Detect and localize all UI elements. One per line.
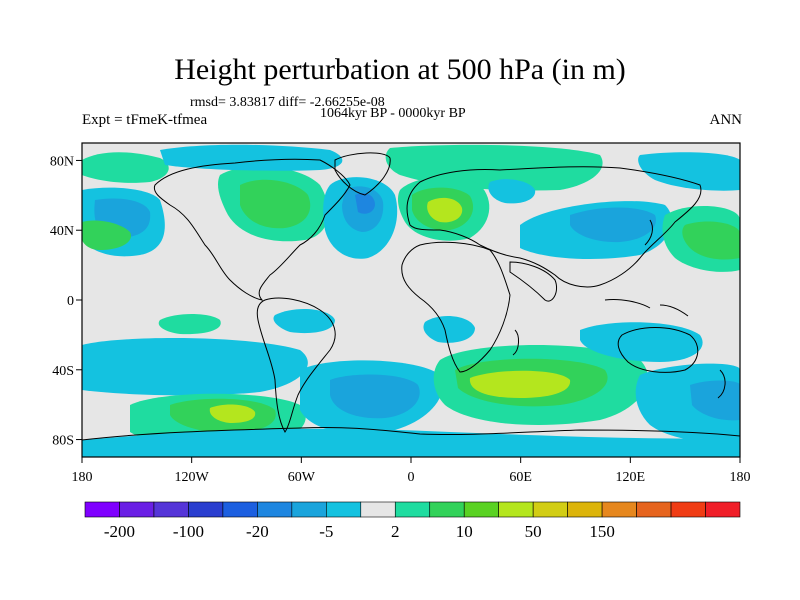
colorbar-swatch (360, 501, 396, 518)
anomaly-tropical-atlantic-e (423, 316, 475, 343)
colorbar-label: 50 (525, 522, 542, 541)
anomaly-south-pacific-green-core (209, 404, 256, 423)
colorbar-swatch (532, 501, 568, 518)
colorbar-swatch (601, 501, 637, 518)
y-tick-label: 40N (50, 224, 74, 239)
anomaly-europe-core (427, 197, 463, 223)
y-tick-label: 40S (52, 364, 74, 379)
date-range: 1064kyr BP - 0000kyr BP (320, 106, 466, 121)
colorbar-swatch (84, 501, 120, 518)
coast-africa (401, 241, 511, 373)
colorbar-swatch (429, 501, 465, 518)
colorbar-swatch (222, 501, 258, 518)
anomaly-arctic-negative (160, 144, 343, 171)
y-axis: 80N 40N 0 40S 80S (50, 154, 82, 449)
y-tick-label: 0 (67, 294, 74, 309)
anomaly-tropical-atlantic-w (273, 308, 335, 334)
colorbar-swatch (188, 501, 224, 518)
colorbar-swatch (326, 501, 362, 518)
colorbar-swatch (394, 501, 431, 518)
x-tick-label: 180 (730, 470, 751, 485)
anomaly-north-america-inner (240, 179, 311, 229)
coast-antarctica (82, 426, 740, 441)
colorbar-swatch (463, 501, 499, 518)
colorbar-label: 2 (391, 522, 400, 541)
x-tick-label: 60E (509, 470, 532, 485)
colorbar-swatch (498, 501, 534, 518)
colorbar-label: -20 (246, 522, 269, 541)
colorbar-swatch (153, 501, 189, 518)
coast-madagascar (512, 329, 519, 356)
colorbar-swatch (567, 501, 603, 518)
coast-eurasia (406, 166, 702, 288)
anomaly-pacific-arctic (82, 152, 169, 183)
coast-japan (644, 219, 653, 246)
colorbar-swatch (670, 501, 706, 518)
colorbar-swatch (291, 501, 327, 518)
anomaly-se-indian (580, 322, 703, 362)
anomaly-antarctic (82, 428, 740, 457)
x-tick-label: 120W (175, 470, 210, 485)
colorbar-swatch (705, 501, 741, 518)
anomaly-nw-pacific-inner (682, 221, 740, 260)
anomaly-east-asia-inner (570, 207, 656, 243)
anomaly-north-atlantic-core (355, 193, 375, 214)
anomaly-central-asia (488, 179, 536, 204)
colorbar: -200 -100 -20 -5 2 10 50 150 (84, 501, 741, 541)
coast-indonesia (604, 299, 651, 309)
colorbar-label: -100 (173, 522, 204, 541)
anomaly-tropical-pacific (158, 314, 221, 335)
colorbar-label: -5 (319, 522, 333, 541)
coast-india (509, 261, 558, 302)
anomaly-south-atlantic-inner (330, 374, 420, 419)
anomaly-ne-pacific (82, 220, 131, 250)
chart-title: Height perturbation at 500 hPa (in m) (174, 53, 626, 86)
x-axis: 180 120W 60W 0 60E 120E 180 (72, 457, 751, 485)
coastlines (82, 152, 740, 441)
x-tick-label: 120E (616, 470, 646, 485)
x-tick-label: 0 (408, 470, 415, 485)
anomaly-south-pacific-west-inner (690, 380, 740, 421)
colorbar-swatch (257, 501, 293, 518)
colorbar-label: 150 (589, 522, 615, 541)
coast-greenland (334, 152, 391, 196)
coast-north-america (153, 158, 351, 301)
anomaly-south-pacific-neg (82, 338, 308, 396)
colorbar-swatch (636, 501, 672, 518)
anomaly-ne-asia (638, 152, 740, 191)
coast-new-zealand (717, 369, 726, 399)
season-label: ANN (709, 112, 743, 128)
x-tick-label: 60W (288, 470, 316, 485)
colorbar-label: 10 (456, 522, 473, 541)
y-tick-label: 80N (50, 154, 74, 169)
chart-subtitle: rmsd= 3.83817 diff= -2.66255e-08 (190, 95, 385, 110)
y-tick-label: 80S (52, 434, 74, 449)
coast-new-guinea (659, 304, 689, 317)
anomaly-field (82, 144, 740, 457)
x-tick-label: 180 (72, 470, 93, 485)
coast-australia (617, 327, 699, 373)
coast-south-america (256, 297, 336, 433)
anomaly-south-indian-core (469, 370, 571, 398)
plot-area (82, 143, 740, 457)
colorbar-label: -200 (104, 522, 135, 541)
experiment-label: Expt = tFmeK-tfmea (82, 112, 208, 128)
colorbar-swatch (119, 501, 155, 518)
